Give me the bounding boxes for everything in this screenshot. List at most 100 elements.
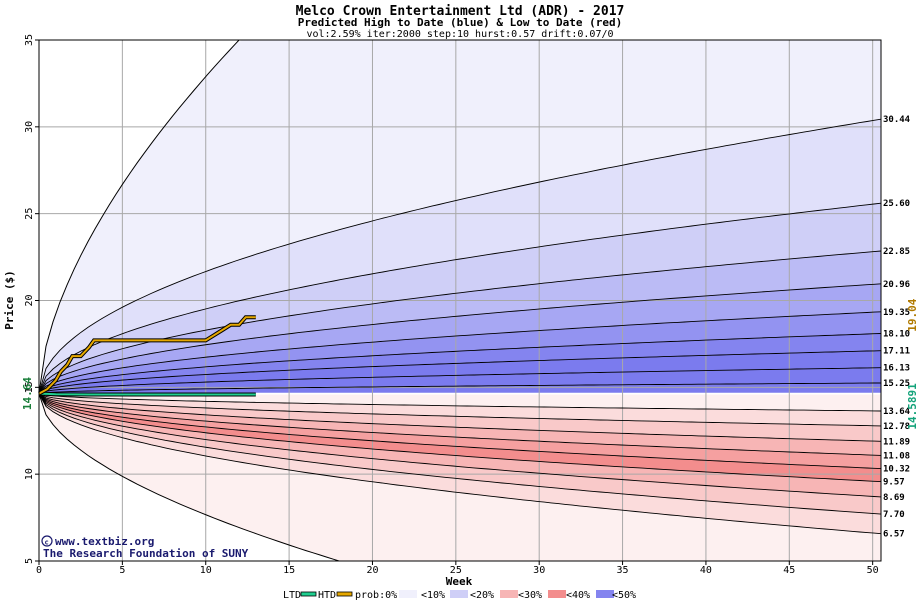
quantile-contour-13 [38, 393, 882, 470]
low-quantile-label: 12.78 [883, 422, 910, 432]
high-band-4 [39, 283, 881, 394]
legend-swatch-line [300, 591, 317, 597]
credit: c www.textbiz.org The Research Foundatio… [41, 535, 249, 560]
low-band-4 [39, 393, 881, 469]
quantile-contour-0 [38, 118, 882, 394]
chart-parameters: vol:2.59% iter:2000 step:10 hurst:0.57 d… [306, 29, 613, 40]
high-band-1 [39, 119, 881, 394]
high-quantile-label: 15.25 [883, 379, 910, 389]
envelope-curves [38, 39, 340, 562]
x-tick-label: 15 [283, 565, 295, 576]
quantile-contour-4 [38, 311, 882, 394]
quantile-contours [38, 118, 882, 535]
copyright-icon [41, 535, 53, 547]
credit-org: The Research Foundation of SUNY [43, 547, 249, 560]
high-quantile-label: 25.60 [883, 199, 910, 209]
legend-label: <30% [518, 590, 542, 600]
quantile-contour-5 [38, 333, 882, 394]
high-band-9 [39, 383, 881, 394]
legend-swatch-line [336, 591, 353, 597]
quantile-contour-16 [38, 393, 882, 515]
low-to-date-line [38, 392, 256, 396]
quantile-contour-12 [38, 393, 882, 456]
legend-label: <10% [421, 590, 445, 600]
low-band-5 [39, 393, 881, 482]
low-to-date-label: 14.5891 [906, 383, 919, 430]
quantile-contour-2 [38, 250, 882, 394]
x-tick-label: 35 [617, 565, 629, 576]
low-band-1 [39, 393, 881, 426]
series-lines [38, 315, 256, 397]
credit-url: www.textbiz.org [55, 535, 154, 548]
high-to-date-label: 19.04 [906, 298, 919, 331]
quantile-contour-8 [38, 382, 881, 395]
x-tick-label: 10 [200, 565, 212, 576]
upper-envelope [38, 39, 240, 394]
high-band-5 [39, 311, 881, 394]
x-tick-label: 25 [450, 565, 462, 576]
y-tick-label: 35 [24, 34, 35, 46]
quantile-contour-6 [38, 350, 882, 394]
low-band-2 [39, 393, 881, 442]
x-tick-label: 45 [783, 565, 795, 576]
legend-swatch [596, 590, 614, 598]
low-quantile-label: 10.32 [883, 465, 910, 475]
start-price-label: 14.64 [21, 377, 34, 410]
legend-label: <40% [566, 590, 590, 600]
x-tick-label: 0 [36, 565, 42, 576]
high-quantile-label: 17.11 [883, 347, 910, 357]
high-band-2 [39, 203, 881, 394]
x-tick-label: 40 [700, 565, 712, 576]
quantile-contour-3 [38, 283, 882, 394]
quantile-contour-10 [38, 393, 882, 427]
low-band-0 [39, 393, 881, 411]
low-quantile-label: 7.70 [883, 510, 905, 520]
chart-title: Melco Crown Entertainment Ltd (ADR) - 20… [296, 4, 625, 19]
high-band-0 [39, 40, 881, 394]
y-tick-label: 20 [24, 294, 35, 306]
grid-lines [39, 40, 881, 561]
high-to-date-line [38, 316, 256, 395]
low-band-3 [39, 393, 881, 456]
y-axis-label: Price ($) [3, 270, 16, 330]
quantile-contour-15 [38, 393, 882, 498]
legend-swatch [500, 590, 518, 598]
high-quantile-label: 30.44 [883, 115, 911, 125]
x-tick-label: 5 [119, 565, 125, 576]
legend-label: prob:0% [355, 590, 397, 600]
low-band-8 [39, 393, 881, 534]
high-quantile-label: 16.13 [883, 364, 910, 374]
copyright-c: c [45, 539, 49, 547]
low-quantile-label: 11.08 [883, 451, 910, 461]
y-tick-label: 5 [24, 558, 35, 564]
quantile-contour-1 [38, 202, 882, 394]
y-tick-label: 30 [24, 121, 35, 133]
legend-label: LTD [283, 590, 301, 600]
low-quantile-label: 9.57 [883, 478, 905, 488]
high-quantile-label: 22.85 [883, 247, 910, 257]
high-quantile-label: 20.96 [883, 280, 910, 290]
high-band-6 [39, 333, 881, 394]
low-band-6 [39, 393, 881, 497]
x-tick-label: 30 [533, 565, 545, 576]
high-band-7 [39, 350, 881, 394]
y-tick-label: 25 [24, 208, 35, 220]
legend-swatch [399, 590, 417, 598]
low-quantile-label: 13.64 [883, 407, 911, 417]
y-tick-label: 10 [24, 468, 35, 480]
quantile-contour-11 [38, 393, 882, 442]
low-quantile-label: 8.69 [883, 493, 905, 503]
low-quantile-label: 6.57 [883, 530, 905, 540]
high-band-3 [39, 251, 881, 394]
x-tick-label: 50 [867, 565, 879, 576]
quantile-contour-17 [38, 393, 882, 535]
y-tick-label: 15 [24, 381, 35, 393]
legend-swatch [548, 590, 566, 598]
x-axis-label: Week [446, 575, 473, 588]
high-quantile-label: 19.35 [883, 308, 910, 318]
quantile-contour-7 [38, 367, 882, 395]
low-band-9 [39, 393, 881, 561]
low-quantile-label: 11.89 [883, 437, 910, 447]
